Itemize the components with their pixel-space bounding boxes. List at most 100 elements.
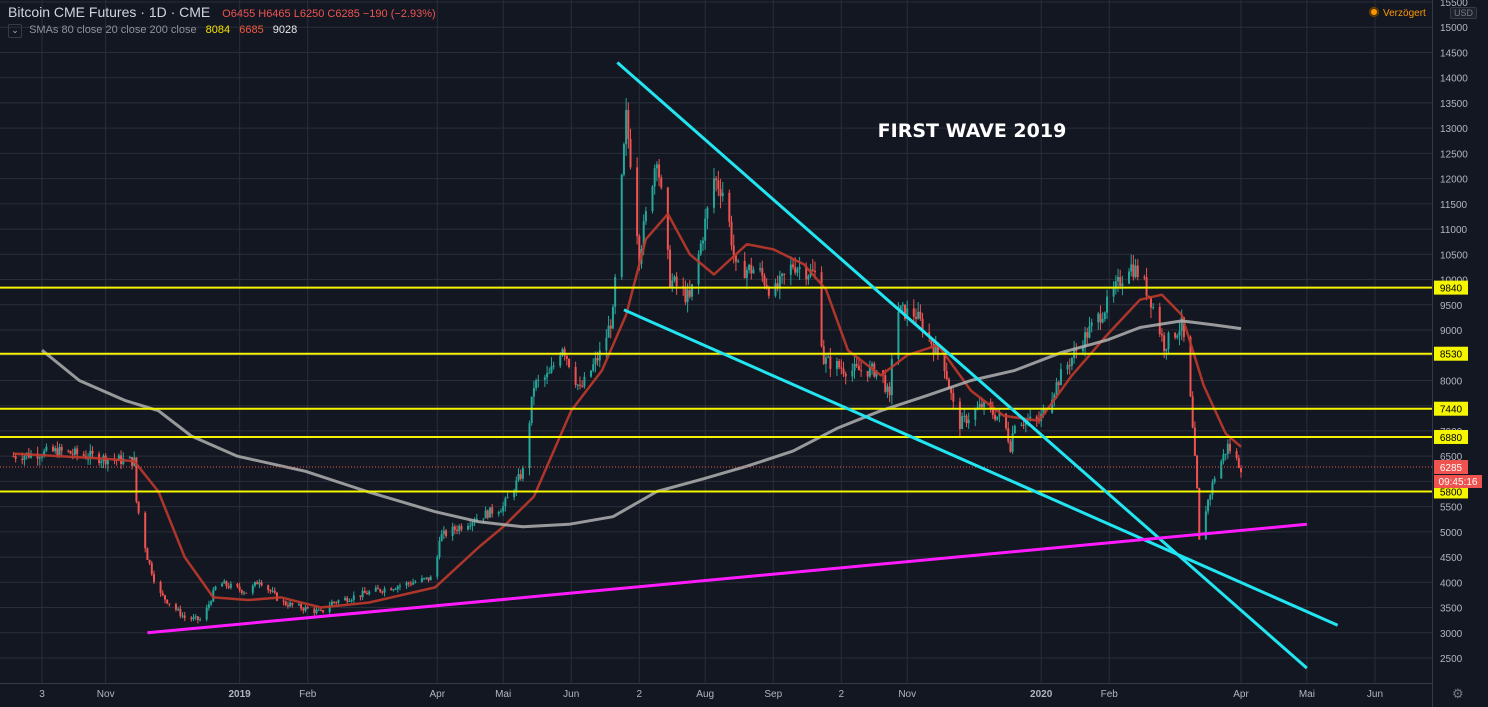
candle-body [1081,347,1084,351]
candle-body [177,608,180,610]
candle-body [792,264,795,268]
candle-body [1174,332,1177,338]
candle-body [811,269,814,271]
trendline [623,308,1339,627]
candle-body [192,617,195,620]
candle-body [179,608,182,616]
candle-body [491,507,494,514]
change-value: −190 (−2.93%) [362,8,436,20]
candle-body [592,364,595,371]
candle-body [482,518,485,520]
candle-body [1196,455,1199,489]
candle-body [1163,335,1166,352]
candle-body [258,582,261,585]
candle-body [190,617,193,620]
candle-body [1211,482,1214,495]
candle-body [497,512,500,514]
candle-body [745,269,748,279]
sma-80-value: 8084 [205,24,231,36]
x-tick-label: Sep [764,689,782,700]
candle-body [532,388,535,397]
symbol-header[interactable]: Bitcoin CME Futures · 1D · CME O6455 H64… [8,4,436,20]
candle-body [1198,488,1201,540]
candle-body [673,276,676,281]
candle-body [737,260,740,262]
candle-body [983,401,986,408]
sma-200-line [41,319,1242,529]
candle-body [568,358,571,367]
candle-body [638,236,641,264]
y-tick-label: 3000 [1440,629,1463,640]
candle-body [1130,264,1133,272]
candle-body [730,221,733,246]
candle-body [82,454,85,456]
candle-body [1066,365,1069,370]
y-tick-label: 9000 [1440,326,1463,337]
y-tick-label: 9500 [1440,301,1463,312]
candle-body [644,211,647,222]
candle-body [317,609,320,611]
candle-body [917,311,920,319]
chevron-down-icon[interactable]: ⌄ [8,24,22,38]
candle-body [1106,296,1109,313]
candle-body [214,586,217,590]
candle-body [860,370,863,372]
x-tick-label: Mai [1299,689,1315,700]
level-tag [1434,401,1468,416]
chart-annotation: FIRST WAVE 2019 [878,120,1067,142]
candle-body [150,563,153,575]
candle-body [486,510,489,518]
candle-body [614,277,617,307]
candle-body [91,450,94,454]
candle-body [51,446,54,452]
candle-body [596,358,599,361]
candle-body [824,357,827,364]
indicator-legend[interactable]: ⌄ SMAs 80 close 20 close 200 close 8084 … [8,24,297,38]
candle-body [719,189,722,197]
candle-body [965,415,968,424]
candle-body [1147,295,1150,297]
candle-body [453,526,456,530]
moving-averages [13,212,1242,609]
ohlc-values: O6455 H6465 L6250 C6285 −190 (−2.93%) [222,8,436,20]
candle-body [363,590,366,594]
candle-body [998,413,1001,417]
currency-badge[interactable]: USD [1450,7,1478,19]
candle-body [1029,416,1032,420]
candle-body [243,592,246,594]
candle-body [304,607,307,611]
gear-icon[interactable]: ⚙ [1452,686,1464,701]
candle-body [346,597,349,602]
candle-body [23,455,26,461]
candle-body [1176,335,1179,338]
countdown-tag [1434,475,1482,489]
candle-body [706,207,709,219]
candle-body [840,367,843,369]
candle-body [289,602,292,607]
candle-body [135,457,138,502]
candle-body [980,403,983,408]
candle-body [398,585,401,587]
candle-body [128,457,131,459]
candle-body [996,416,999,420]
candle-body [256,582,259,585]
candle-body [344,597,347,601]
y-tick-label: 14000 [1440,74,1468,85]
candle-body [565,355,568,359]
x-tick-label: 2020 [1030,689,1053,700]
delayed-data-badge[interactable]: Verzögert [1369,7,1426,19]
candle-body [359,595,362,597]
candle-body [605,337,608,351]
candle-body [897,312,900,359]
candle-body [414,581,417,583]
candle-body [598,350,601,361]
candle-body [651,186,654,212]
candle-body [306,607,309,609]
candle-body [530,396,533,424]
candle-body [240,590,243,594]
candle-body [743,260,746,279]
candle-body [14,456,17,459]
x-tick-label: Feb [299,689,317,700]
candle-body [207,604,210,608]
